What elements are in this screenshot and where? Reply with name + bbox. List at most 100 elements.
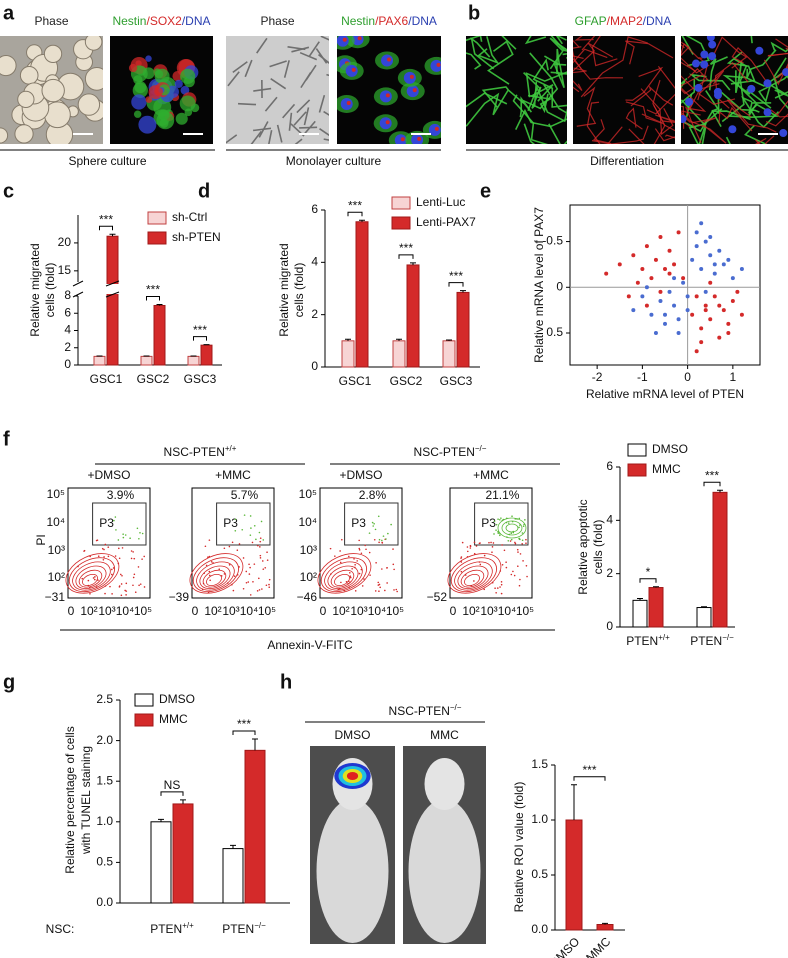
event bbox=[493, 533, 495, 535]
x-tick-label: -2 bbox=[592, 370, 603, 384]
y-tick-label: 0.5 bbox=[96, 855, 113, 869]
x-tick-label: PTEN−/− bbox=[690, 633, 734, 649]
panel-letter: f bbox=[3, 428, 10, 450]
contour bbox=[206, 573, 222, 587]
point bbox=[685, 308, 690, 313]
contour bbox=[324, 561, 363, 591]
image-label: Phase bbox=[260, 14, 294, 28]
y-tick-label: 0.5 bbox=[546, 325, 563, 339]
event bbox=[130, 550, 133, 552]
significance-bracket bbox=[703, 481, 721, 487]
point bbox=[726, 321, 731, 326]
event bbox=[386, 582, 388, 584]
event bbox=[495, 591, 497, 594]
significance: *** bbox=[146, 283, 160, 297]
category: GSC2 bbox=[390, 374, 423, 388]
fiber bbox=[765, 113, 788, 127]
fiber bbox=[466, 36, 483, 42]
event bbox=[495, 529, 497, 531]
x-tick-label: MMC bbox=[583, 934, 613, 958]
y-tick-label: 10² bbox=[48, 570, 65, 584]
category-sup: −/− bbox=[722, 633, 734, 642]
x-tick-label: GSC2 bbox=[137, 372, 170, 386]
significance: * bbox=[646, 565, 651, 579]
point bbox=[617, 262, 622, 267]
cell bbox=[323, 138, 329, 141]
event bbox=[255, 538, 257, 541]
fiber bbox=[466, 89, 509, 127]
y-tick-label: −39 bbox=[169, 590, 190, 604]
event bbox=[393, 589, 395, 591]
cell bbox=[282, 103, 296, 119]
cell bbox=[296, 99, 311, 114]
x-tick-label: 10² bbox=[204, 604, 221, 618]
y-axis-label: cells (fold) bbox=[591, 520, 605, 575]
event bbox=[136, 527, 139, 530]
event bbox=[493, 520, 496, 523]
y-tick-label: 2 bbox=[311, 307, 318, 321]
event bbox=[234, 529, 237, 532]
point bbox=[694, 349, 699, 354]
y-axis-label: Relative ROI value (fold) bbox=[512, 782, 526, 913]
error-bar bbox=[396, 338, 402, 341]
event bbox=[134, 591, 137, 594]
group-label: NSC: bbox=[46, 922, 75, 936]
contour bbox=[75, 565, 107, 590]
event bbox=[238, 543, 241, 545]
fiber bbox=[726, 99, 777, 133]
event bbox=[365, 548, 367, 551]
event bbox=[125, 590, 128, 592]
y-axis-label: Relative migrated bbox=[28, 243, 42, 336]
legend-label: DMSO bbox=[652, 442, 688, 456]
nucleus bbox=[403, 71, 416, 84]
y-tick-label: 6 bbox=[64, 305, 71, 319]
bar bbox=[244, 749, 266, 904]
event bbox=[268, 586, 271, 589]
label-part: Phase bbox=[34, 14, 68, 28]
point bbox=[708, 280, 713, 285]
point bbox=[626, 294, 631, 299]
bar bbox=[456, 291, 470, 368]
event bbox=[492, 542, 495, 544]
category: GSC1 bbox=[339, 374, 372, 388]
fiber bbox=[574, 36, 596, 51]
cell bbox=[300, 72, 312, 89]
event bbox=[526, 575, 528, 578]
contour bbox=[464, 573, 480, 587]
category: PTEN bbox=[222, 922, 254, 936]
cell bbox=[253, 127, 272, 132]
significance: *** bbox=[399, 241, 413, 255]
event bbox=[261, 588, 263, 590]
error-bar bbox=[446, 339, 452, 341]
plot-frame bbox=[569, 204, 761, 366]
fiber bbox=[681, 41, 695, 90]
cell bbox=[133, 110, 142, 118]
event bbox=[242, 587, 245, 590]
event bbox=[373, 522, 375, 525]
fiber bbox=[718, 106, 753, 132]
bar bbox=[406, 264, 420, 368]
spot bbox=[387, 57, 392, 62]
event bbox=[83, 550, 85, 552]
spot bbox=[385, 93, 390, 98]
event bbox=[378, 590, 380, 593]
bar bbox=[355, 221, 369, 368]
event bbox=[89, 555, 91, 558]
micrograph bbox=[226, 36, 329, 144]
cell bbox=[179, 95, 196, 112]
significance: *** bbox=[348, 198, 362, 212]
legend-label: sh-PTEN bbox=[172, 230, 221, 244]
event bbox=[114, 516, 117, 518]
x-tick-label: 0 bbox=[684, 370, 691, 384]
point bbox=[676, 331, 681, 335]
signal bbox=[346, 772, 359, 780]
event bbox=[505, 561, 507, 563]
event bbox=[252, 581, 254, 583]
event bbox=[360, 552, 363, 555]
event bbox=[374, 590, 377, 592]
gate bbox=[474, 502, 529, 546]
cell bbox=[128, 63, 138, 73]
significance-bracket bbox=[398, 254, 414, 259]
point bbox=[644, 244, 649, 249]
point bbox=[703, 289, 708, 294]
